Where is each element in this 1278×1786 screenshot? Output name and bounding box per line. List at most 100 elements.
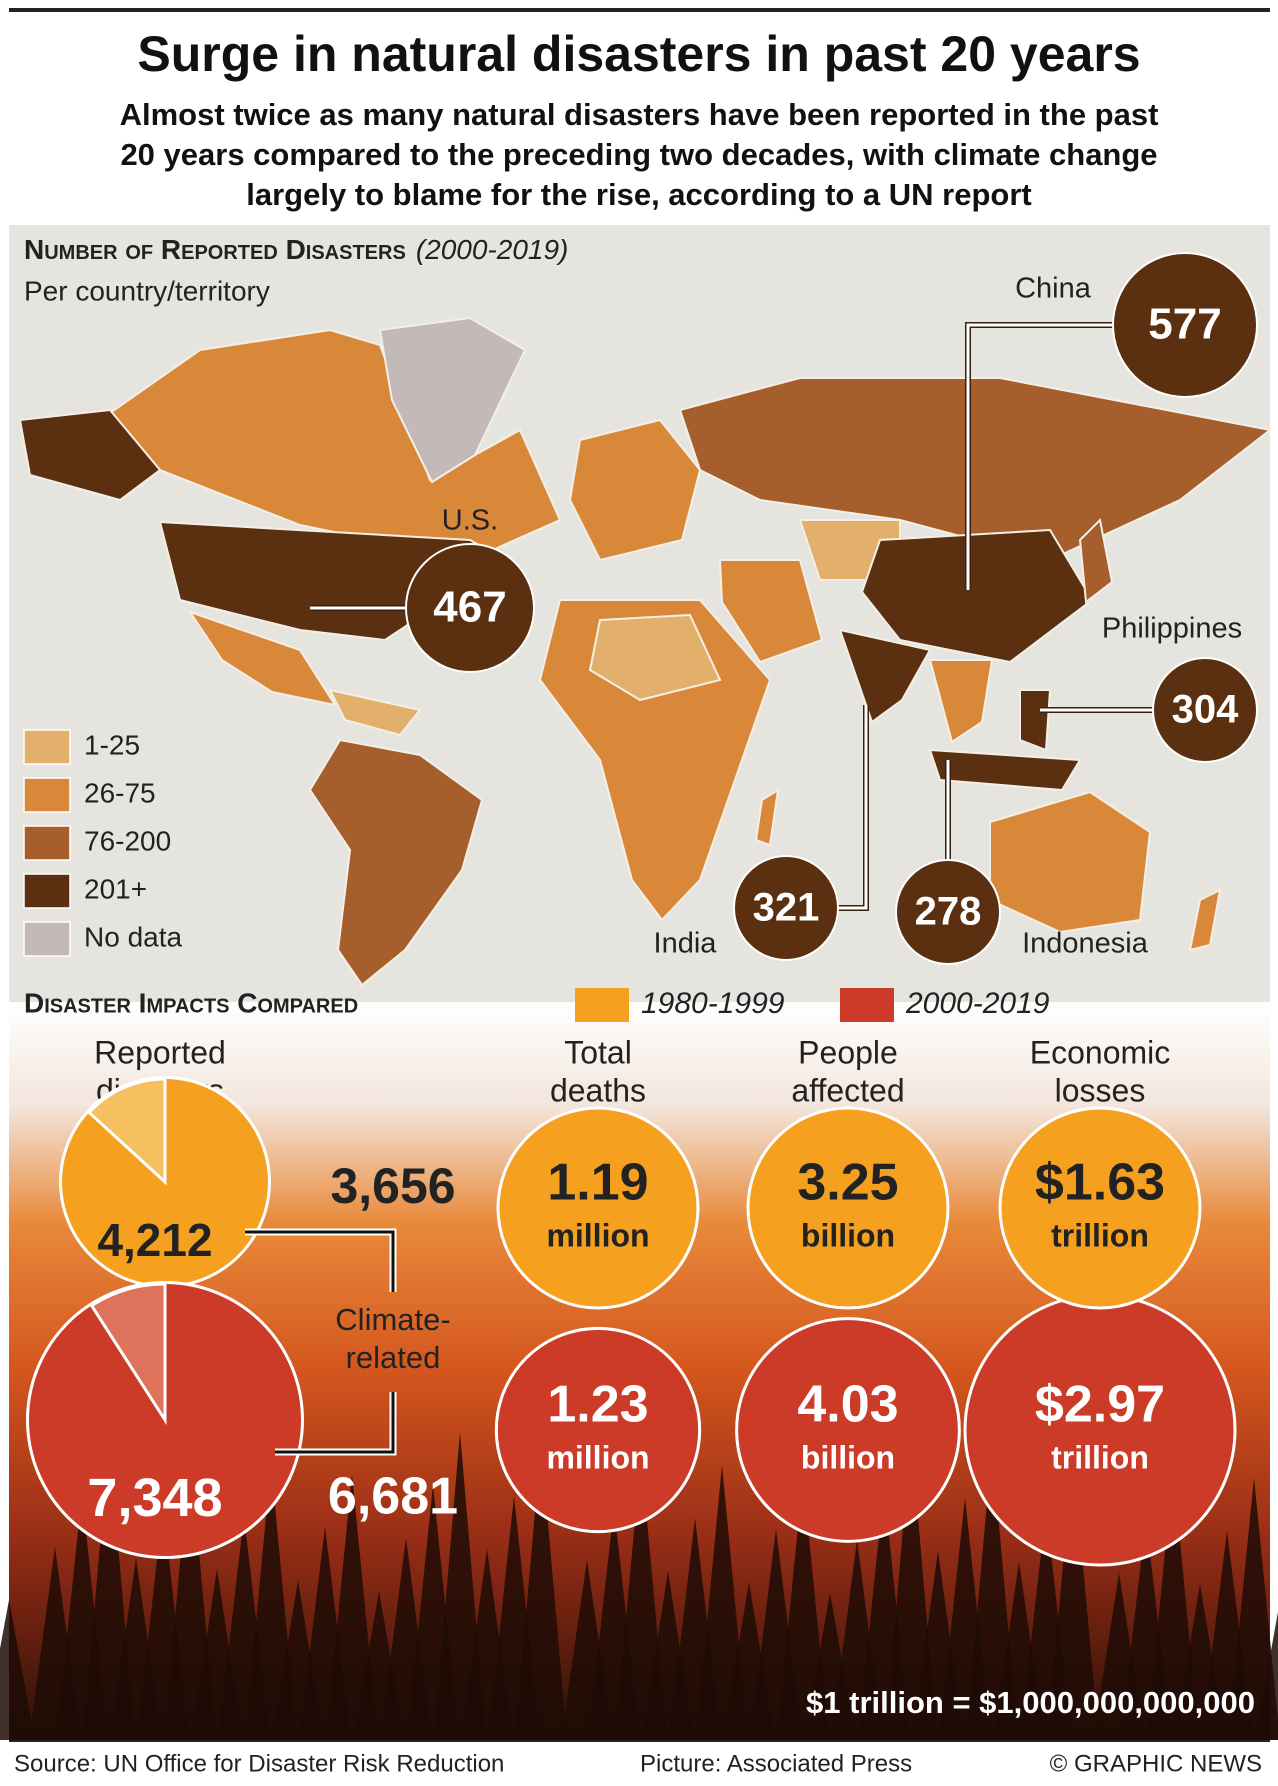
country-shape [308,738,484,987]
legend-swatch [23,729,71,765]
map-heading-title: Number of Reported Disasters [24,234,406,265]
country-shape [928,748,1082,792]
connector [245,1230,395,1292]
country-shape [754,788,780,847]
content: Surge in natural disasters in past 20 ye… [0,26,1278,1786]
period-swatch [575,988,629,1022]
climate-label: Climate- [335,1302,450,1337]
metric-unit: trillion [1051,1217,1149,1253]
country-shape [378,316,527,484]
metric-value: 1.19 [547,1154,648,1212]
conversion-note: $1 trillion = $1,000,000,000,000 [806,1685,1255,1720]
metric-circle [998,1106,1202,1310]
column-label: People [798,1034,898,1070]
country-shape [860,528,1094,664]
map-heading-period: (2000-2019) [416,234,569,265]
metric-unit: million [546,1439,649,1475]
legend-label: No data [84,921,182,952]
metric-unit: trillion [1051,1439,1149,1475]
callout-label: U.S. [442,505,498,537]
impacts-heading: Disaster Impacts Compared [24,987,358,1018]
metric-unit: million [546,1217,649,1253]
legend-label: 76-200 [84,825,171,856]
legend-swatch [23,873,71,909]
callout-circle [1152,657,1258,763]
leader-line [838,705,868,910]
period-label: 1980-1999 [641,987,785,1020]
tree [515,1443,567,1740]
country-shape [1188,888,1222,952]
callout-label: Indonesia [1022,928,1149,960]
callout-value: 304 [1172,688,1239,732]
tree [1228,1478,1278,1740]
legend-label: 1-25 [84,729,140,760]
column-label: Total [564,1034,632,1070]
legend-swatch [23,921,71,957]
legend-swatch [23,825,71,861]
metric-value: $1.63 [1035,1154,1165,1212]
metric-unit: billion [801,1439,895,1475]
country-shape [678,377,1273,562]
metric-value: 3.25 [797,1154,898,1212]
map-subheading: Per country/territory [24,275,270,306]
pie-total: 7,348 [87,1468,222,1528]
footer-bg [0,1740,1278,1786]
source: Source: UN Office for Disaster Risk Redu… [14,1750,504,1777]
forest [0,1432,1278,1740]
map-heading: Number of Reported Disasters (2000-2019) [24,234,568,265]
metric-circle [496,1106,700,1310]
subtitle-line: Almost twice as many natural disasters h… [120,97,1159,132]
country-shape [588,613,722,702]
subtitle-line: 20 years compared to the preceding two d… [120,137,1157,172]
metric-value: 1.23 [547,1376,648,1434]
callout-value: 321 [753,886,820,930]
legend-label: 26-75 [84,777,156,808]
callout-label: India [654,928,718,960]
climate-label: related [346,1340,441,1375]
country-shape [718,559,824,664]
country-shape [838,628,932,724]
country-shape [18,408,162,502]
metric-value: 4.03 [797,1376,898,1434]
metric-circle [494,1326,702,1534]
column-label: Economic [1030,1034,1171,1070]
tree [1255,1611,1278,1740]
climate-count: 3,656 [330,1158,455,1214]
metric-circle [735,1317,961,1543]
legend-swatch [23,777,71,813]
pie-total: 4,212 [97,1214,212,1266]
column-label: deaths [550,1072,646,1108]
metric-circle [746,1106,950,1310]
column-label: Reported [94,1034,226,1070]
subtitle-line: largely to blame for the rise, according… [246,177,1032,212]
callout-circle [405,543,535,673]
country-shape [1078,517,1114,604]
leader-line [966,323,1113,590]
connector [275,1392,395,1454]
world-map [18,316,1273,987]
metric-unit: billion [801,1217,895,1253]
column-label: affected [791,1072,904,1108]
country-shape [568,418,702,562]
title: Surge in natural disasters in past 20 ye… [137,26,1140,82]
country-shape [328,688,422,737]
callout-circle [895,859,1001,965]
callout-value: 577 [1148,300,1221,349]
period-swatch [840,988,894,1022]
callout-label: Philippines [1102,613,1242,645]
copyright: © GRAPHIC NEWS [1050,1750,1262,1777]
callout-circle [1112,252,1258,398]
pie-slice-other [86,1077,167,1186]
legend-label: 201+ [84,873,147,904]
period-label: 2000-2019 [905,987,1050,1020]
country-shape [98,328,562,562]
tree [1047,1456,1099,1740]
metric-value: $2.97 [1035,1376,1165,1434]
callout-label: China [1015,273,1092,305]
tree [0,1600,35,1740]
column-label: losses [1055,1072,1146,1108]
country-shape [187,610,338,707]
country-shape [928,659,994,744]
